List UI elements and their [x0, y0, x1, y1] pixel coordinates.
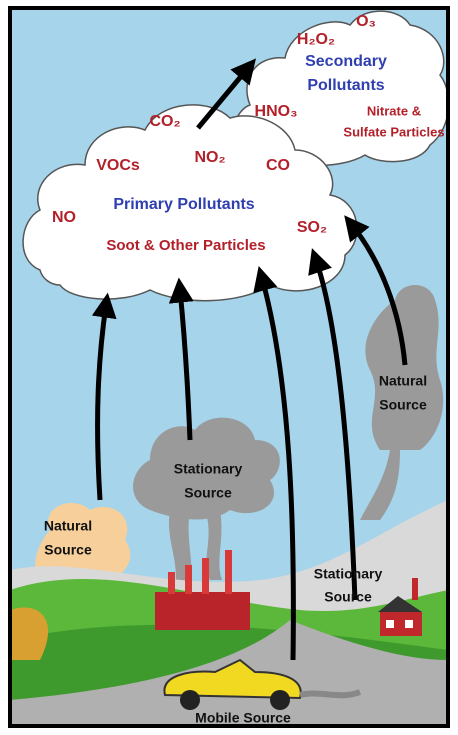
source-label: Source	[379, 397, 427, 413]
source-label: Natural	[379, 373, 427, 389]
arrow	[344, 215, 408, 366]
pollutant: CO₂	[149, 113, 180, 130]
cloud-title: Secondary	[305, 53, 387, 70]
source-label: Stationary	[174, 461, 243, 477]
pollutant: Soot & Other Particles	[106, 237, 265, 254]
pollutant: NO	[52, 209, 76, 226]
arrow	[91, 292, 117, 501]
car	[163, 658, 362, 710]
source-label: Source	[324, 589, 372, 605]
pollutant: H₂O₂	[297, 31, 335, 48]
pollutant: Nitrate &	[367, 103, 421, 118]
arrow	[308, 248, 358, 601]
pollutant: NO₂	[194, 149, 225, 166]
source-label: Mobile Source	[195, 710, 291, 726]
house	[378, 578, 422, 636]
primary-cloud	[22, 104, 358, 302]
pollutant: O₃	[356, 13, 376, 30]
smoke-cloud	[133, 417, 280, 520]
frame	[8, 6, 450, 728]
cloud-title: Pollutants	[307, 77, 384, 94]
pollutant: HNO₃	[255, 103, 298, 120]
pollutant: SO₂	[297, 219, 327, 236]
cloud-title: Primary Pollutants	[113, 196, 254, 213]
smoke-cloud	[365, 285, 444, 450]
arrow	[168, 277, 194, 441]
source-label: Natural	[44, 518, 92, 534]
arrow	[196, 58, 257, 130]
smoke-trail	[360, 450, 400, 520]
source-label: Stationary	[314, 566, 383, 582]
arrow	[253, 265, 296, 661]
source-label: Source	[184, 485, 232, 501]
source-label: Source	[44, 542, 92, 558]
pollutant: Sulfate Particles	[343, 124, 444, 139]
tree	[10, 607, 49, 660]
factory	[155, 550, 250, 630]
pollutant: CO	[266, 157, 290, 174]
pollutant: VOCs	[96, 157, 140, 174]
